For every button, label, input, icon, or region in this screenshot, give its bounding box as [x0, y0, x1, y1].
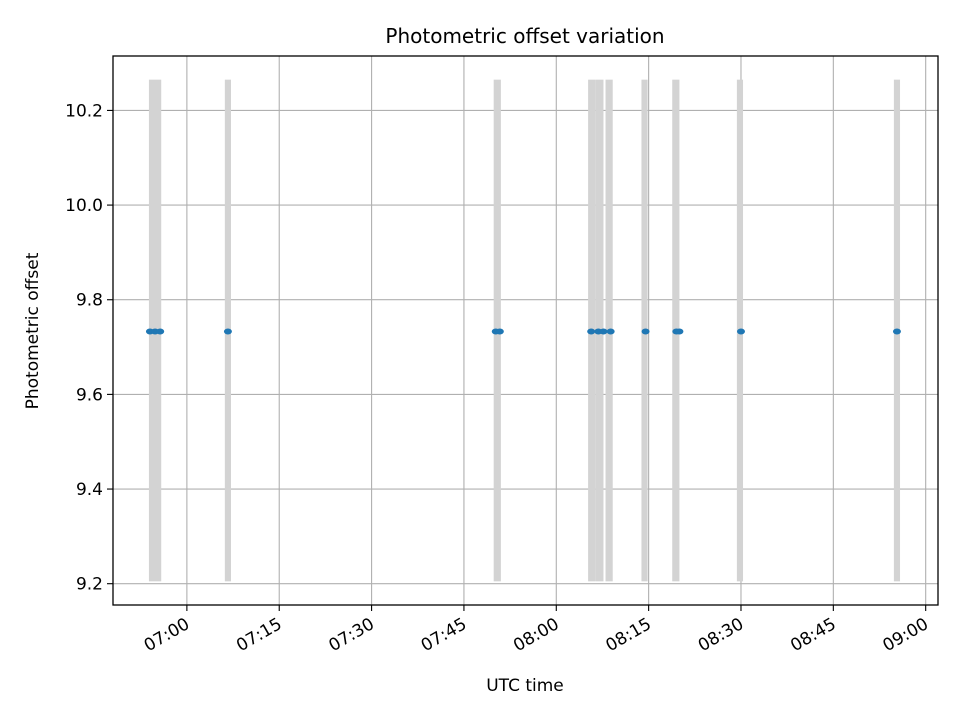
y-tick-label: 9.6 [76, 385, 103, 405]
observation-bands [148, 79, 901, 582]
y-tick-label: 10.0 [65, 196, 103, 216]
data-point [223, 328, 232, 335]
plot-frame [112, 55, 939, 606]
y-tick-label: 9.8 [76, 291, 103, 311]
y-tick-label: 9.4 [76, 480, 103, 500]
data-point [892, 328, 901, 335]
data-points [145, 328, 901, 335]
data-point [156, 328, 165, 335]
y-tick-label: 9.2 [76, 575, 103, 595]
x-axis-label: UTC time [486, 676, 564, 696]
y-axis-ticks: 9.2 9.4 9.6 9.8 10.0 10.2 [65, 101, 113, 595]
x-tick-label: 09:00 [880, 614, 932, 656]
data-point [599, 328, 608, 335]
data-point [587, 328, 596, 335]
data-point [495, 328, 504, 335]
x-tick-label: 08:00 [510, 614, 562, 656]
x-tick-label: 08:45 [787, 614, 839, 656]
x-tick-label: 07:45 [418, 614, 470, 656]
data-point [736, 328, 745, 335]
data-point [606, 328, 615, 335]
y-axis-label: Photometric offset [23, 252, 43, 409]
x-tick-label: 08:30 [695, 614, 747, 656]
data-point [675, 328, 684, 335]
x-tick-label: 07:15 [233, 614, 285, 656]
x-tick-label: 07:00 [141, 614, 193, 656]
x-tick-label: 08:15 [603, 614, 655, 656]
chart-title: Photometric offset variation [385, 24, 664, 48]
grid-lines [113, 56, 938, 605]
y-tick-label: 10.2 [65, 101, 103, 121]
data-point [641, 328, 650, 335]
x-axis-ticks: 07:00 07:15 07:30 07:45 08:00 08:15 08:30 08:45… [141, 605, 932, 656]
x-tick-label: 07:30 [325, 614, 377, 656]
